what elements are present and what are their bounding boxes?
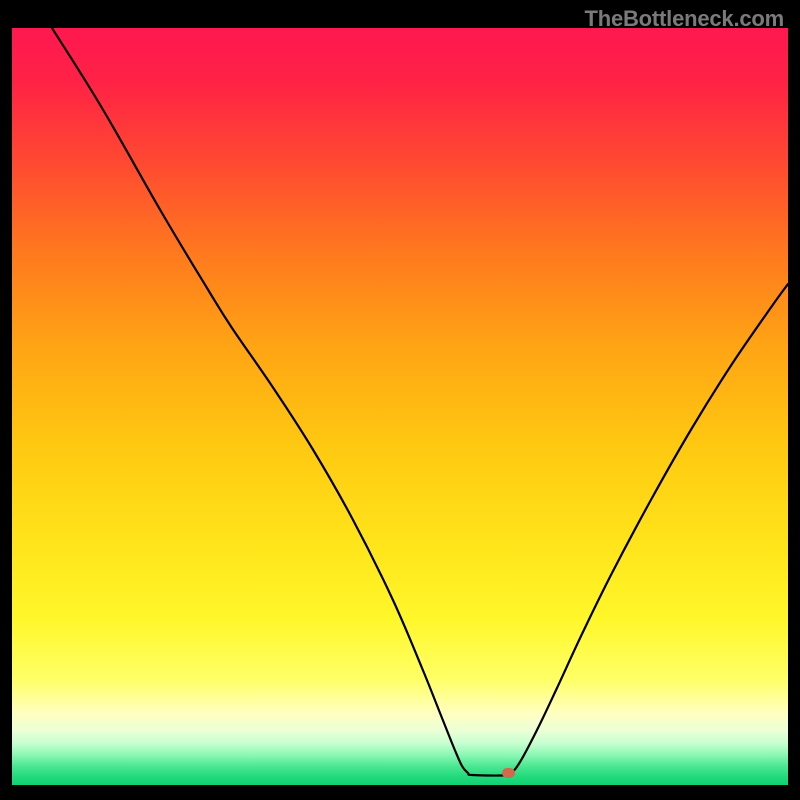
bottleneck-curve <box>12 28 788 785</box>
optimum-marker <box>502 768 515 778</box>
watermark-text: TheBottleneck.com <box>584 6 784 32</box>
plot-area <box>12 28 788 785</box>
curve-path <box>52 28 788 776</box>
